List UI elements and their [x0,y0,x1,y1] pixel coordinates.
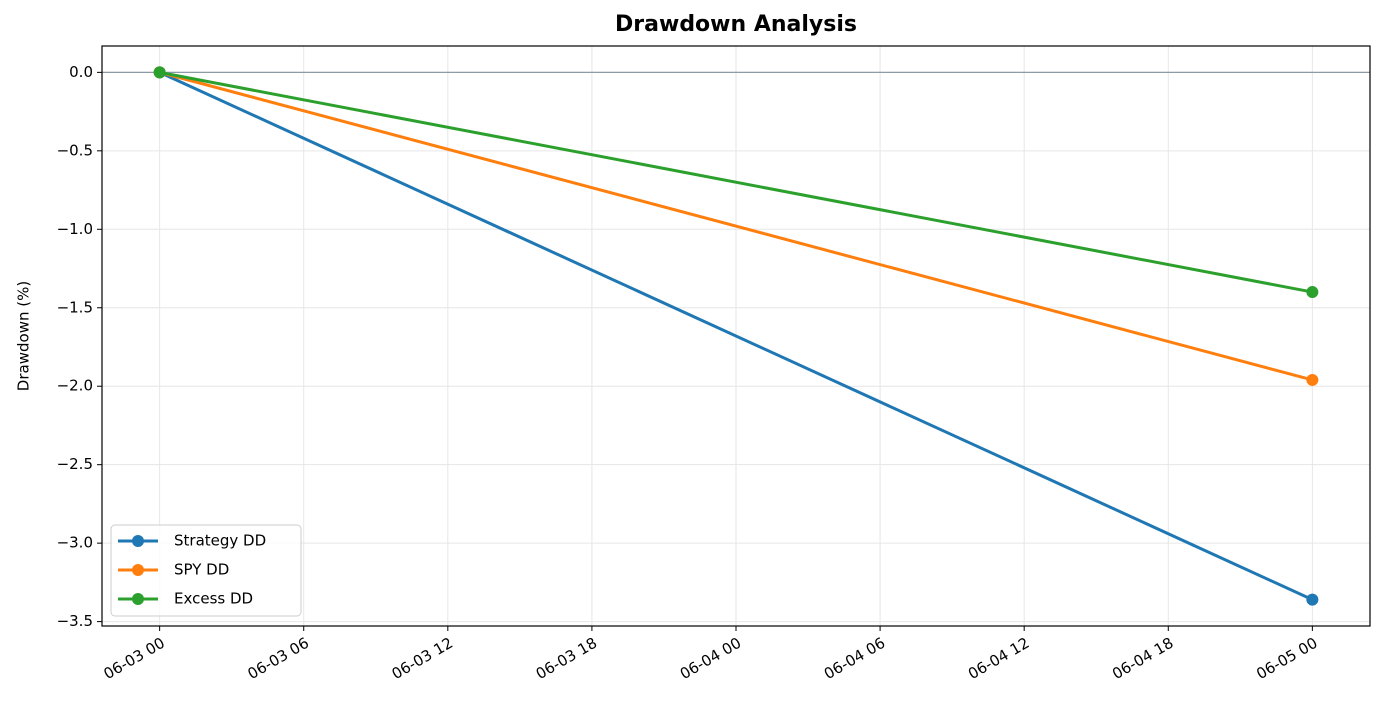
y-tick-label: −0.5 [57,141,93,159]
y-tick-label: −2.0 [57,377,93,395]
legend-label: Excess DD [174,590,253,608]
x-tick-label: 06-03 18 [533,634,600,683]
legend-label: SPY DD [174,561,229,579]
x-tick-label: 06-04 06 [821,634,888,683]
chart-title: Drawdown Analysis [615,12,857,37]
series-line [159,70,1313,294]
series-line [159,70,1313,602]
y-axis-label: Drawdown (%) [15,281,33,391]
point [1306,593,1319,606]
y-tick-label: 0.0 [69,63,93,81]
x-tick-label: 06-04 12 [965,634,1032,683]
legend-box [110,524,302,617]
point [153,66,166,79]
y-tick-label: −3.0 [57,534,93,552]
x-tick-label: 06-05 00 [1253,634,1320,683]
y-tick-label: −1.5 [57,298,93,316]
x-tick-label: 06-03 12 [389,634,456,683]
point [1306,373,1319,386]
plot-frame [101,45,1371,627]
x-tick-label: 06-04 18 [1109,634,1176,683]
y-tick-label: −1.0 [57,220,93,238]
legend-label: Strategy DD [174,532,266,550]
x-tick-label: 06-03 00 [100,634,167,683]
series-line [159,70,1313,382]
x-tick-label: 06-03 06 [245,634,312,683]
point [1306,286,1319,299]
y-tick-label: −3.5 [57,612,93,630]
y-tick-label: −2.5 [57,455,93,473]
legend-marker [132,564,144,576]
legend-marker [132,535,144,547]
x-tick-label: 06-04 00 [677,634,744,683]
legend-marker [132,593,144,605]
